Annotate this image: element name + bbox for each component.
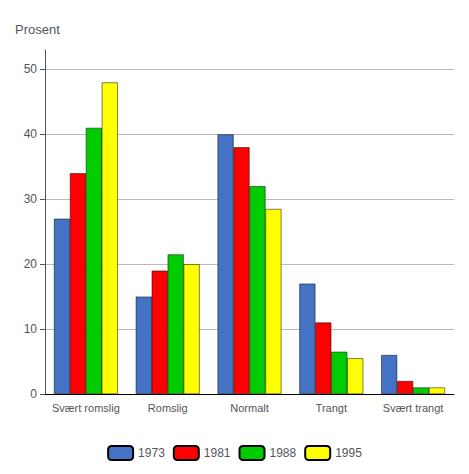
svg-text:20: 20: [24, 257, 38, 271]
svg-text:50: 50: [24, 62, 38, 76]
svg-text:30: 30: [24, 192, 38, 206]
svg-text:Romslig: Romslig: [148, 402, 188, 414]
svg-text:Trangt: Trangt: [316, 402, 347, 414]
svg-text:1973: 1973: [138, 446, 165, 460]
svg-text:40: 40: [24, 127, 38, 141]
svg-text:1981: 1981: [204, 446, 231, 460]
svg-text:Prosent: Prosent: [15, 22, 60, 37]
svg-text:0: 0: [30, 387, 37, 401]
svg-text:1988: 1988: [270, 446, 297, 460]
svg-text:1995: 1995: [335, 446, 362, 460]
svg-text:10: 10: [24, 322, 38, 336]
svg-text:Normalt: Normalt: [230, 402, 269, 414]
svg-text:Svært trangt: Svært trangt: [383, 402, 444, 414]
svg-text:Svært romslig: Svært romslig: [52, 402, 120, 414]
